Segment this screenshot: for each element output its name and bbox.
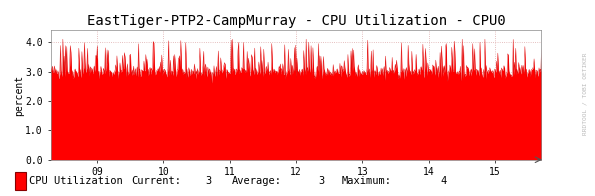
Text: Maximum:: Maximum: [342,176,392,186]
Text: 4: 4 [440,176,447,186]
Text: Current:: Current: [131,176,181,186]
Text: 3: 3 [205,176,212,186]
Text: 3: 3 [318,176,325,186]
Text: RRDTOOL / TOBI OETIKER: RRDTOOL / TOBI OETIKER [583,53,587,135]
Text: CPU Utilization: CPU Utilization [29,176,123,186]
Text: Average:: Average: [232,176,282,186]
Title: EastTiger-PTP2-CampMurray - CPU Utilization - CPU0: EastTiger-PTP2-CampMurray - CPU Utilizat… [87,14,505,28]
Y-axis label: percent: percent [14,74,24,116]
